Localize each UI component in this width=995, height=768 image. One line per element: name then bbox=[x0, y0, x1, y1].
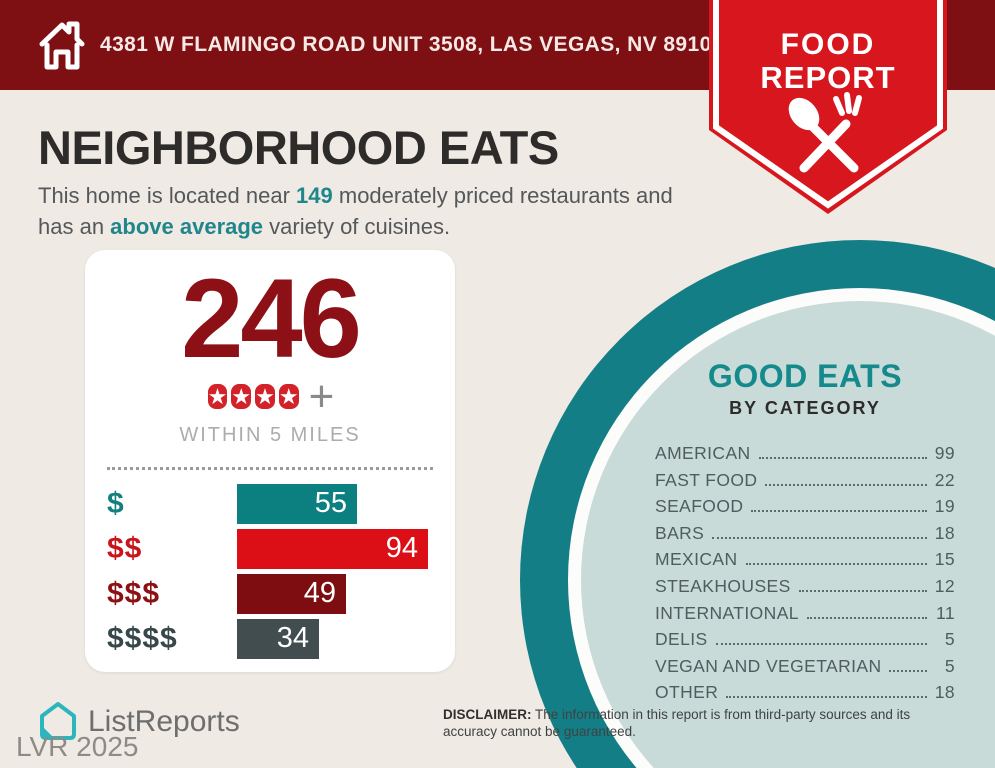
category-row: DELIS 5 bbox=[655, 629, 955, 656]
price-bar-row: $$ 94 bbox=[85, 528, 455, 569]
category-label: MEXICAN bbox=[655, 549, 738, 570]
good-eats-title: GOOD EATS bbox=[707, 358, 903, 394]
price-bar-value: 55 bbox=[314, 487, 347, 520]
category-value: 18 bbox=[934, 682, 955, 703]
price-bars-chart: $55 $$ 94 $$$ 49 $$$$ 34 bbox=[85, 483, 455, 659]
price-bar-row: $$$ 49 bbox=[85, 573, 455, 614]
category-label: AMERICAN bbox=[655, 443, 751, 463]
dotted-leader bbox=[745, 563, 927, 566]
price-bar: 94 bbox=[237, 528, 428, 569]
price-level-label: $$$ bbox=[107, 576, 161, 610]
category-row: FAST FOOD 22 bbox=[655, 470, 955, 497]
dotted-leader bbox=[712, 536, 927, 539]
category-row: BARS 18 bbox=[655, 523, 955, 550]
intro-mid: moderately priced restaurants and has an bbox=[38, 183, 673, 239]
dotted-leader bbox=[751, 510, 927, 513]
plus-sign: + bbox=[308, 371, 335, 421]
dotted-leader bbox=[798, 589, 927, 592]
price-level-label: $ bbox=[107, 486, 125, 520]
price-bar: 34 bbox=[237, 618, 319, 659]
category-label: VEGAN AND VEGETARIAN bbox=[655, 655, 882, 676]
crossed-spoon-fork-icon bbox=[788, 92, 862, 173]
category-label: FAST FOOD bbox=[655, 469, 758, 490]
category-row: MEXICAN 15 bbox=[655, 549, 955, 576]
category-row: AMERICAN 99 bbox=[655, 443, 955, 470]
category-label: STEAKHOUSES bbox=[655, 575, 791, 596]
category-row: STEAKHOUSES 12 bbox=[655, 576, 955, 603]
intro-highlight: above average bbox=[110, 214, 264, 239]
category-value: 11 bbox=[936, 602, 955, 623]
price-bar: 55 bbox=[237, 483, 357, 524]
category-value: 99 bbox=[934, 443, 955, 463]
total-restaurants: 246 bbox=[181, 256, 362, 381]
listreports-house-icon bbox=[40, 702, 76, 740]
category-row: OTHER 18 bbox=[655, 682, 955, 709]
price-bar-value: 34 bbox=[276, 622, 309, 655]
star-badge-icon: ★ bbox=[278, 383, 299, 409]
property-address: 4381 W FLAMINGO ROAD UNIT 3508, LAS VEGA… bbox=[100, 33, 724, 56]
intro-pre: This home is located near bbox=[38, 183, 297, 208]
price-bar-value: 94 bbox=[385, 532, 418, 565]
category-label: DELIS bbox=[655, 629, 708, 650]
listreports-logo: ListReports bbox=[38, 700, 240, 744]
ribbon-line2: REPORT bbox=[760, 60, 895, 95]
category-row: VEGAN AND VEGETARIAN 5 bbox=[655, 656, 955, 683]
page-title: NEIGHBORHOOD EATS bbox=[38, 121, 559, 174]
disclaimer-text: The information in this report is from t… bbox=[443, 707, 911, 739]
disclaimer-label: DISCLAIMER: bbox=[443, 707, 532, 722]
category-value: 19 bbox=[934, 496, 955, 517]
price-bar-row: $55 bbox=[85, 483, 455, 524]
category-row: SEAFOOD 19 bbox=[655, 496, 955, 523]
category-value: 5 bbox=[944, 655, 955, 676]
price-bar-row: $$$$ 34 bbox=[85, 618, 455, 659]
category-value: 12 bbox=[934, 575, 955, 596]
good-eats-subtitle: BY CATEGORY bbox=[729, 398, 881, 418]
ribbon-line1: FOOD bbox=[781, 28, 876, 61]
category-list: AMERICAN 99 FAST FOOD 22 SEAFOOD 19 BARS 18 MEXI… bbox=[655, 443, 955, 709]
disclaimer: DISCLAIMER: The information in this repo… bbox=[443, 706, 958, 740]
watermark: LVR 2025 bbox=[16, 731, 139, 762]
category-value: 5 bbox=[944, 629, 955, 650]
category-value: 22 bbox=[934, 469, 955, 490]
good-eats-panel: GOOD EATS BY CATEGORY AMERICAN 99 FAST FOO… bbox=[655, 358, 955, 709]
dotted-leader bbox=[715, 643, 927, 646]
category-row: INTERNATIONAL 11 bbox=[655, 603, 955, 630]
star-badge-icon: ★ bbox=[207, 383, 228, 409]
category-value: 18 bbox=[934, 522, 955, 543]
dotted-divider bbox=[107, 466, 433, 470]
dotted-leader bbox=[806, 616, 927, 619]
radius-label: WITHIN 5 MILES bbox=[179, 423, 361, 446]
dotted-leader bbox=[758, 457, 927, 459]
star-badge-icon: ★ bbox=[231, 383, 252, 409]
intro-count: 149 bbox=[296, 183, 333, 208]
dotted-leader bbox=[765, 483, 927, 486]
category-label: INTERNATIONAL bbox=[655, 602, 799, 623]
restaurant-stats-card: 246 ★ ★ ★ ★ + WITHIN 5 MILES $55 $$ 94 $$$ 49 $$… bbox=[85, 250, 455, 672]
price-bar-value: 49 bbox=[303, 577, 336, 610]
house-icon bbox=[39, 21, 85, 70]
intro-text: This home is located near 149 moderately… bbox=[38, 180, 708, 242]
category-label: BARS bbox=[655, 522, 705, 543]
dotted-leader bbox=[889, 669, 927, 672]
category-label: SEAFOOD bbox=[655, 496, 744, 517]
intro-post: variety of cuisines. bbox=[263, 214, 451, 239]
price-bar: 49 bbox=[237, 573, 346, 614]
brand-name: ListReports bbox=[88, 705, 240, 738]
star-badge-icon: ★ bbox=[255, 383, 275, 409]
price-level-label: $$$$ bbox=[107, 621, 178, 655]
food-report-ribbon: FOOD REPORT bbox=[709, 0, 947, 214]
category-label: OTHER bbox=[655, 682, 719, 703]
dotted-leader bbox=[726, 696, 927, 699]
star-rating: ★ ★ ★ ★ + bbox=[85, 371, 455, 421]
category-value: 15 bbox=[934, 549, 955, 570]
price-level-label: $$ bbox=[107, 531, 143, 565]
